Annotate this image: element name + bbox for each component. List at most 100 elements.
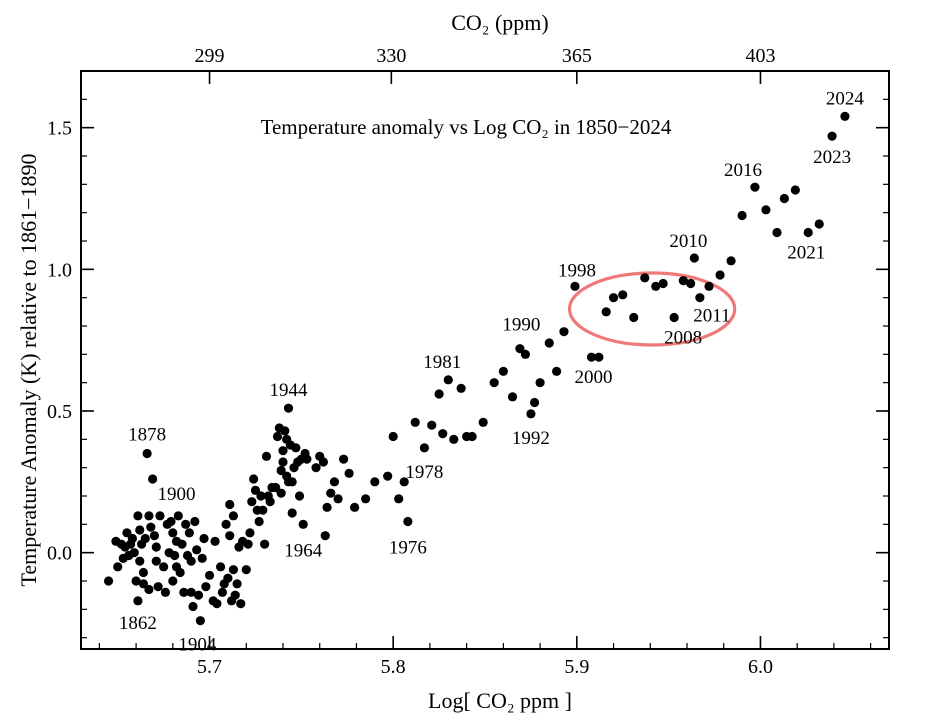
data-point	[127, 533, 138, 544]
data-point	[586, 352, 597, 362]
data-point	[228, 565, 239, 575]
data-point	[276, 488, 286, 498]
data-point	[232, 579, 242, 589]
data-point	[339, 454, 349, 464]
data-point	[151, 556, 161, 566]
data-point	[772, 227, 782, 238]
data-point	[122, 528, 132, 538]
data-point	[594, 352, 604, 362]
data-point	[443, 375, 453, 385]
data-point	[175, 567, 185, 578]
data-point	[695, 293, 705, 303]
year-annotation: 2008	[664, 328, 702, 349]
data-point	[193, 590, 204, 600]
data-point	[212, 599, 222, 609]
data-point	[552, 366, 562, 376]
data-point	[168, 576, 178, 586]
data-point	[144, 511, 154, 521]
data-point	[113, 562, 123, 572]
data-point	[131, 576, 141, 586]
data-point	[840, 111, 850, 121]
year-annotation: 2016	[724, 160, 762, 181]
data-point	[467, 431, 477, 442]
data-point	[215, 562, 226, 572]
data-point	[170, 550, 180, 561]
data-point	[247, 497, 257, 507]
data-point	[217, 587, 227, 597]
data-point	[186, 556, 196, 566]
data-point	[427, 420, 437, 430]
data-point	[489, 378, 499, 388]
data-point	[678, 276, 688, 286]
data-point	[236, 599, 246, 609]
y-tick-label: 1.5	[47, 118, 72, 140]
year-annotation: 1964	[284, 540, 323, 561]
year-annotation: 1878	[128, 425, 166, 446]
data-point	[570, 281, 580, 291]
data-point	[199, 533, 209, 544]
data-point	[291, 443, 301, 453]
data-point	[223, 573, 233, 583]
data-point	[498, 366, 508, 376]
data-point	[478, 417, 488, 427]
year-annotation: 2000	[575, 367, 613, 388]
data-point	[135, 525, 145, 535]
data-point	[103, 576, 114, 586]
data-point	[520, 349, 531, 359]
data-point	[419, 443, 429, 453]
data-point	[399, 477, 409, 487]
data-point	[618, 290, 628, 300]
year-annotation: 1981	[423, 352, 461, 373]
data-point	[737, 210, 747, 221]
data-point	[529, 397, 540, 408]
data-point	[197, 553, 207, 563]
data-point	[280, 426, 290, 436]
year-annotation: 1992	[512, 428, 550, 449]
data-point	[507, 392, 518, 402]
data-point	[544, 338, 554, 348]
data-point	[179, 587, 189, 597]
year-annotation: 2024	[826, 88, 865, 109]
data-point	[148, 474, 158, 484]
data-point	[133, 511, 143, 521]
data-point	[669, 312, 679, 323]
data-point	[181, 519, 191, 529]
data-point	[318, 457, 328, 467]
data-point	[434, 389, 444, 399]
data-point	[146, 522, 156, 532]
data-point	[173, 511, 183, 521]
data-point	[265, 497, 275, 507]
data-point	[159, 562, 169, 572]
top-tick-label: 403	[745, 45, 775, 67]
data-point	[761, 205, 771, 215]
data-point	[272, 431, 283, 442]
data-point	[726, 256, 736, 266]
data-point	[361, 494, 371, 504]
top-tick-label: 299	[195, 45, 225, 67]
data-point	[526, 409, 536, 419]
year-annotation: 1990	[502, 314, 540, 335]
data-point	[129, 548, 139, 558]
data-point	[326, 488, 336, 498]
year-annotation: 2010	[669, 231, 707, 252]
data-point	[329, 477, 340, 487]
chart-title: Temperature anomaly vs Log CO₂ in 1850−2…	[261, 115, 672, 139]
data-point	[333, 494, 343, 504]
data-point	[370, 477, 380, 487]
data-point	[298, 519, 308, 529]
x-tick-label: 6.0	[748, 656, 773, 678]
data-point	[160, 587, 171, 597]
data-point	[230, 590, 240, 600]
year-annotation: 2011	[693, 306, 730, 327]
data-point	[715, 270, 725, 280]
data-point	[456, 383, 466, 393]
data-point	[651, 281, 661, 291]
data-point	[225, 531, 235, 541]
data-point	[689, 253, 699, 263]
data-point	[608, 293, 619, 303]
y-axis-title: Temperature Anomaly (K) relative to 1861…	[16, 153, 41, 586]
x-axis-title: Log[ CO₂ ppm ]	[428, 688, 572, 713]
data-point	[449, 434, 459, 444]
data-point	[322, 502, 332, 512]
plot-frame	[80, 70, 890, 650]
